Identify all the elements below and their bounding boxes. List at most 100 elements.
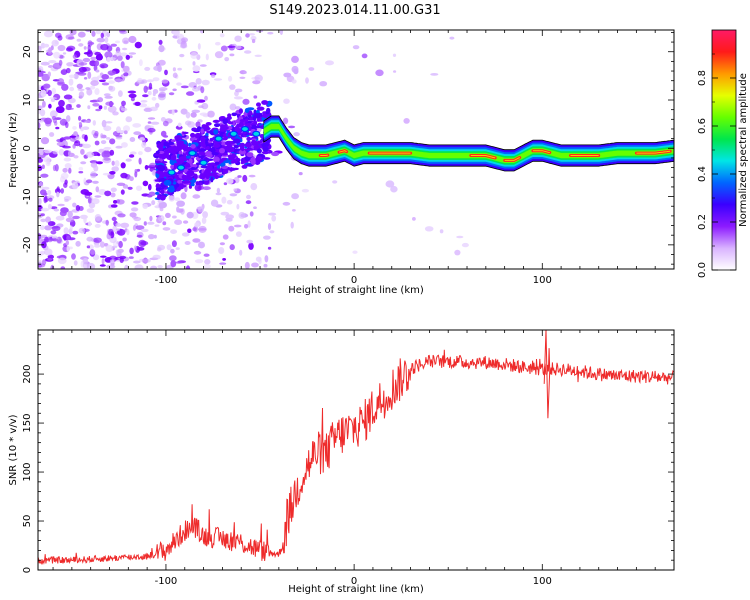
cone-blob [246, 152, 254, 158]
noise-blob [128, 93, 137, 99]
noise-blob [283, 72, 292, 78]
noise-blob [82, 57, 91, 63]
noise-blob [101, 82, 110, 86]
noise-blob [96, 161, 103, 165]
noise-blob [69, 225, 74, 231]
noise-blob [84, 134, 88, 142]
noise-blob [78, 166, 84, 171]
noise-blob [47, 221, 56, 227]
noise-blob [138, 103, 148, 108]
cone-blob [262, 157, 271, 160]
noise-blob [43, 149, 53, 154]
noise-blob [132, 123, 142, 128]
noise-blob [67, 210, 73, 218]
cone-blob [229, 167, 234, 172]
noise-blob [218, 247, 225, 254]
noise-blob [282, 201, 291, 206]
noise-blob [247, 220, 251, 228]
noise-blob [186, 211, 194, 219]
colorbar-ticks: 0.0 0.2 0.4 0.6 0.8 [697, 53, 736, 278]
noise-blob [66, 62, 74, 67]
noise-blob [242, 174, 248, 183]
noise-blob [158, 201, 167, 209]
cone-blob [250, 158, 256, 166]
noise-blob [170, 248, 175, 254]
noise-blob [158, 59, 166, 66]
noise-blob [39, 109, 46, 117]
noise-blob [105, 127, 109, 131]
noise-blob [86, 151, 95, 158]
noise-blob [228, 75, 233, 82]
cone-blob [234, 119, 240, 124]
cone-blob [206, 162, 215, 166]
noise-blob [267, 31, 274, 35]
cone-blob [178, 183, 184, 187]
noise-blob [125, 116, 133, 123]
noise-blob [136, 185, 142, 191]
noise-blob [82, 126, 90, 130]
noise-blob [112, 111, 119, 116]
noise-blob [38, 157, 43, 163]
cone-blob [195, 133, 201, 139]
ridge-core [470, 155, 496, 159]
noise-blob [85, 179, 93, 184]
noise-blob [128, 154, 135, 158]
noise-blob [234, 106, 241, 110]
noise-blob [73, 142, 81, 146]
noise-blob [72, 202, 77, 208]
noise-blob [65, 47, 74, 52]
noise-blob [124, 264, 129, 269]
noise-blob [225, 214, 235, 220]
noise-blob [48, 60, 57, 64]
noise-blob [264, 255, 269, 263]
noise-blob [132, 224, 137, 231]
noise-blob [251, 38, 256, 44]
noise-blob [108, 228, 114, 236]
noise-blob [108, 80, 115, 84]
noise-blob [198, 225, 207, 233]
cone-blob [232, 167, 239, 171]
noise-blob [233, 96, 243, 100]
noise-blob [52, 150, 59, 155]
noise-blob [180, 192, 187, 200]
noise-blob [89, 99, 98, 103]
noise-blob [267, 223, 272, 230]
noise-blob [202, 211, 209, 219]
cone-blob [163, 179, 172, 186]
noise-blob [76, 83, 83, 90]
noise-blob [78, 115, 82, 121]
noise-blob [128, 52, 137, 55]
cone-blob [230, 160, 238, 164]
noise-blob [90, 171, 97, 179]
noise-blob [121, 142, 128, 148]
noise-blob [110, 43, 118, 47]
noise-blob [55, 126, 60, 130]
cone-blob [246, 136, 251, 142]
cone-blob [257, 125, 265, 129]
cone-blob [200, 141, 206, 147]
noise-blob [53, 51, 61, 59]
cone-blob [226, 147, 234, 153]
cone-blob [156, 143, 164, 149]
colorbar: 0.0 0.2 0.4 0.6 0.8 Normalized spectral ampl… [697, 29, 749, 278]
noise-blob [187, 228, 192, 234]
noise-blob [147, 221, 155, 225]
noise-blob [147, 121, 152, 124]
cone-blob [240, 161, 244, 165]
noise-blob [229, 193, 238, 197]
noise-blob [57, 44, 66, 52]
noise-blob [93, 237, 102, 243]
cone-blob [193, 129, 201, 133]
noise-blob [223, 182, 228, 186]
noise-blob [105, 244, 114, 252]
noise-blob [219, 262, 227, 265]
noise-blob [263, 263, 268, 268]
noise-blob [72, 126, 77, 130]
cone-blob [214, 161, 220, 165]
noise-blob [234, 90, 239, 97]
noise-blob [44, 225, 53, 231]
cone-blob [158, 154, 165, 159]
noise-blob [200, 86, 205, 94]
noise-blob [72, 54, 78, 59]
